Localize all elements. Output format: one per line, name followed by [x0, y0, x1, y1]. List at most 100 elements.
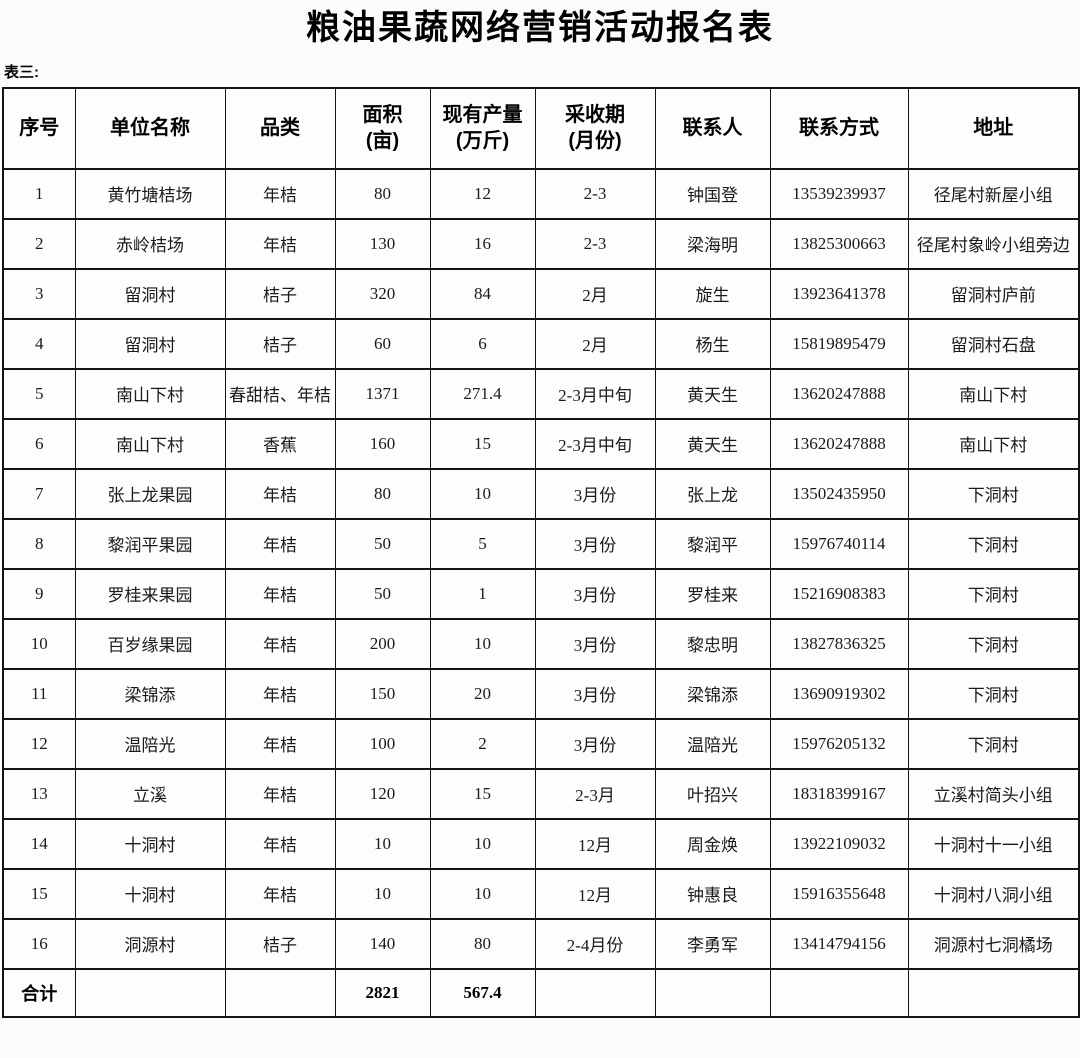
- cell-contact-phone: 13690919302: [769, 667, 909, 720]
- total-contact-phone: [769, 967, 909, 1018]
- cell-output: 5: [429, 517, 536, 570]
- cell-harvest-period: 3月份: [534, 717, 656, 770]
- cell-contact-person: 温陪光: [654, 717, 771, 770]
- cell-address: 十洞村八洞小组: [907, 867, 1080, 920]
- cell-area: 50: [334, 517, 431, 570]
- table-row: 2 赤岭桔场 年桔 130 16 2-3 梁海明 13825300663 径尾村象岭小组旁边: [2, 217, 1080, 270]
- table-row: 8 黎润平果园 年桔 50 5 3月份 黎润平 15976740114 下洞村: [2, 517, 1080, 570]
- cell-unit-name: 黎润平果园: [74, 517, 226, 570]
- cell-area: 10: [334, 817, 431, 870]
- total-harvest-period: [534, 967, 656, 1018]
- table-row: 14 十洞村 年桔 10 10 12月 周金焕 13922109032 十洞村十一小组: [2, 817, 1080, 870]
- cell-contact-phone: 13827836325: [769, 617, 909, 670]
- cell-category: 香蕉: [224, 417, 336, 470]
- cell-category: 桔子: [224, 267, 336, 320]
- cell-contact-person: 周金焕: [654, 817, 771, 870]
- header-contact-phone: 联系方式: [769, 86, 909, 170]
- cell-address: 南山下村: [907, 417, 1080, 470]
- cell-category: 年桔: [224, 667, 336, 720]
- cell-contact-person: 黄天生: [654, 417, 771, 470]
- cell-category: 年桔: [224, 617, 336, 670]
- cell-address: 十洞村十一小组: [907, 817, 1080, 870]
- cell-unit-name: 洞源村: [74, 917, 226, 970]
- cell-contact-person: 钟惠良: [654, 867, 771, 920]
- cell-category: 年桔: [224, 467, 336, 520]
- cell-harvest-period: 12月: [534, 867, 656, 920]
- cell-area: 160: [334, 417, 431, 470]
- cell-index: 5: [2, 367, 76, 420]
- cell-area: 140: [334, 917, 431, 970]
- cell-index: 13: [2, 767, 76, 820]
- cell-output: 15: [429, 767, 536, 820]
- cell-harvest-period: 3月份: [534, 567, 656, 620]
- cell-output: 15: [429, 417, 536, 470]
- cell-output: 271.4: [429, 367, 536, 420]
- cell-contact-phone: 15976740114: [769, 517, 909, 570]
- cell-harvest-period: 2-4月份: [534, 917, 656, 970]
- total-area: 2821: [334, 967, 431, 1018]
- cell-index: 8: [2, 517, 76, 570]
- cell-address: 南山下村: [907, 367, 1080, 420]
- cell-category: 年桔: [224, 817, 336, 870]
- cell-contact-phone: 15216908383: [769, 567, 909, 620]
- cell-index: 6: [2, 417, 76, 470]
- cell-area: 130: [334, 217, 431, 270]
- cell-output: 84: [429, 267, 536, 320]
- cell-unit-name: 罗桂来果园: [74, 567, 226, 620]
- header-area: 面积 (亩): [334, 86, 431, 170]
- header-output: 现有产量 (万斤): [429, 86, 536, 170]
- cell-address: 下洞村: [907, 467, 1080, 520]
- cell-contact-phone: 13539239937: [769, 167, 909, 220]
- cell-contact-person: 梁海明: [654, 217, 771, 270]
- cell-index: 15: [2, 867, 76, 920]
- cell-contact-phone: 13502435950: [769, 467, 909, 520]
- table-row: 16 洞源村 桔子 140 80 2-4月份 李勇军 13414794156 洞源村七洞橘场: [2, 917, 1080, 970]
- cell-contact-person: 罗桂来: [654, 567, 771, 620]
- cell-harvest-period: 3月份: [534, 617, 656, 670]
- cell-harvest-period: 2-3月中旬: [534, 367, 656, 420]
- cell-contact-person: 梁锦添: [654, 667, 771, 720]
- table-row: 12 温陪光 年桔 100 2 3月份 温陪光 15976205132 下洞村: [2, 717, 1080, 770]
- cell-category: 桔子: [224, 917, 336, 970]
- cell-output: 10: [429, 617, 536, 670]
- cell-area: 1371: [334, 367, 431, 420]
- cell-category: 年桔: [224, 867, 336, 920]
- cell-unit-name: 赤岭桔场: [74, 217, 226, 270]
- cell-index: 7: [2, 467, 76, 520]
- cell-address: 下洞村: [907, 517, 1080, 570]
- total-address: [907, 967, 1080, 1018]
- table-row: 13 立溪 年桔 120 15 2-3月 叶招兴 18318399167 立溪村简头小组: [2, 767, 1080, 820]
- total-category: [224, 967, 336, 1018]
- cell-contact-phone: 15916355648: [769, 867, 909, 920]
- cell-area: 120: [334, 767, 431, 820]
- cell-category: 桔子: [224, 317, 336, 370]
- cell-area: 100: [334, 717, 431, 770]
- cell-output: 16: [429, 217, 536, 270]
- cell-unit-name: 张上龙果园: [74, 467, 226, 520]
- cell-contact-person: 钟国登: [654, 167, 771, 220]
- header-address: 地址: [907, 86, 1080, 170]
- cell-contact-phone: 13923641378: [769, 267, 909, 320]
- cell-harvest-period: 2-3: [534, 167, 656, 220]
- total-unit-name: [74, 967, 226, 1018]
- header-category: 品类: [224, 86, 336, 170]
- table-row: 7 张上龙果园 年桔 80 10 3月份 张上龙 13502435950 下洞村: [2, 467, 1080, 520]
- cell-contact-phone: 13414794156: [769, 917, 909, 970]
- cell-address: 下洞村: [907, 717, 1080, 770]
- cell-output: 10: [429, 817, 536, 870]
- page: 粮油果蔬网络营销活动报名表 表三: 序号 单位名称 品类 面积 (亩) 现有产量 (万斤…: [2, 9, 1080, 1018]
- cell-unit-name: 南山下村: [74, 367, 226, 420]
- cell-output: 2: [429, 717, 536, 770]
- cell-contact-phone: 15976205132: [769, 717, 909, 770]
- cell-area: 150: [334, 667, 431, 720]
- cell-output: 80: [429, 917, 536, 970]
- cell-address: 下洞村: [907, 567, 1080, 620]
- table-row: 3 留洞村 桔子 320 84 2月 旋生 13923641378 留洞村庐前: [2, 267, 1080, 320]
- table-row: 5 南山下村 春甜桔、年桔 1371 271.4 2-3月中旬 黄天生 13620247888…: [2, 367, 1080, 420]
- table-label: 表三:: [4, 63, 39, 81]
- cell-category: 年桔: [224, 717, 336, 770]
- table-header: 序号 单位名称 品类 面积 (亩) 现有产量 (万斤) 采收期 (月份) 联系人 联系方式 地址: [2, 86, 1080, 170]
- cell-area: 50: [334, 567, 431, 620]
- cell-output: 20: [429, 667, 536, 720]
- total-row: 合计 2821 567.4: [2, 967, 1080, 1018]
